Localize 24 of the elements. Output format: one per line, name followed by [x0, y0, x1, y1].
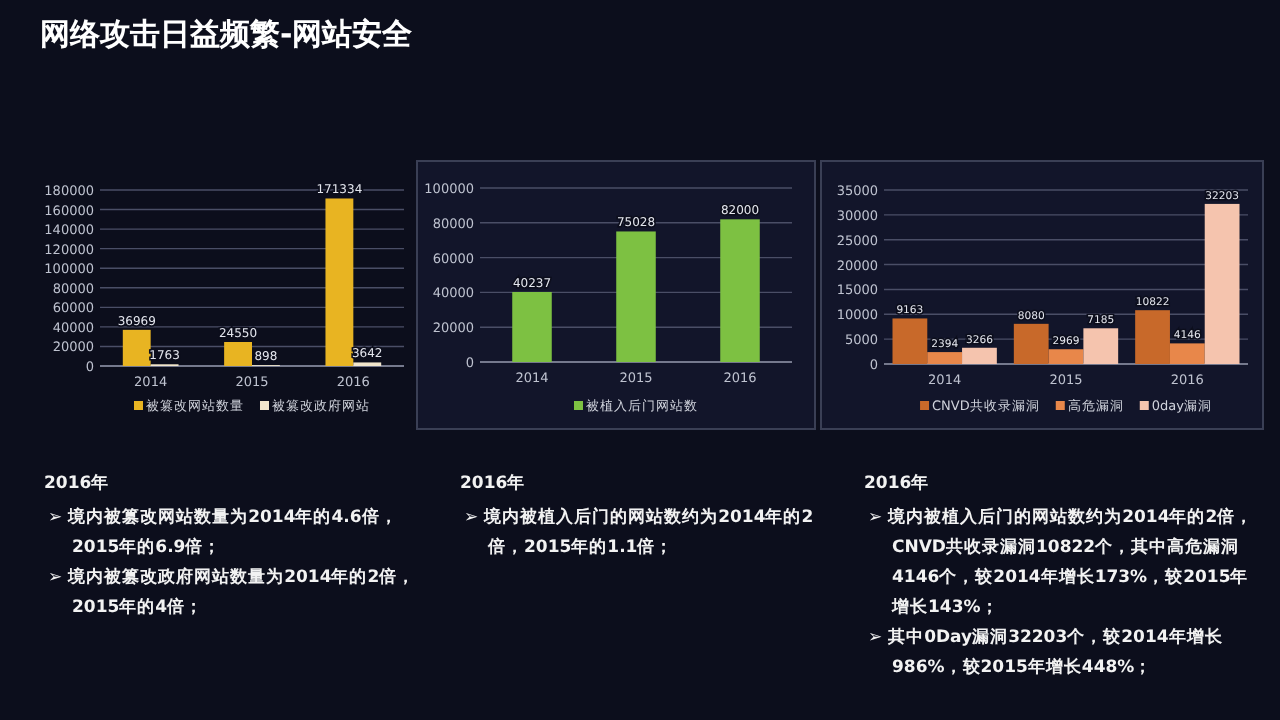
bar: [892, 318, 928, 364]
text: ➢ 境内被植入后门的网站数约为2014年的2倍，CNVD共收录漏洞10822个，其中高危漏洞4146个，较2014年增长173%，较2015年增长143%；: [868, 505, 1254, 622]
chart-title: 网络攻击日益频繁-网站安全: [40, 16, 413, 54]
text: 2016年: [460, 472, 528, 498]
bar: [512, 291, 552, 362]
bar: [962, 347, 997, 364]
bar: [224, 342, 252, 366]
bar: [720, 219, 760, 362]
text: ➢ 其中0Day漏洞32203个，较2014年增长986%，较2015年增长448%；: [868, 625, 1225, 682]
text: 2016年: [44, 472, 112, 498]
bar: [1135, 310, 1170, 364]
text: 2016年: [864, 472, 932, 498]
bar: [1013, 323, 1049, 364]
bar: [1083, 328, 1119, 364]
bar: [325, 198, 354, 366]
text: ➢ 境内被篡改网站数量为2014年的4.6倍，2015年的6.9倍；: [48, 505, 400, 562]
bar: [927, 352, 963, 364]
bar: [1169, 343, 1205, 364]
text: ➢ 境内被篡改政府网站数量为2014年的2倍，2015年的4倍；: [48, 565, 418, 622]
bar: [1048, 349, 1084, 364]
bar: [122, 329, 151, 366]
bar: [1204, 203, 1240, 364]
bar: [616, 231, 656, 362]
text: ➢ 境内被植入后门的网站数约为2014年的2倍，2015年的1.1倍；: [464, 505, 816, 562]
